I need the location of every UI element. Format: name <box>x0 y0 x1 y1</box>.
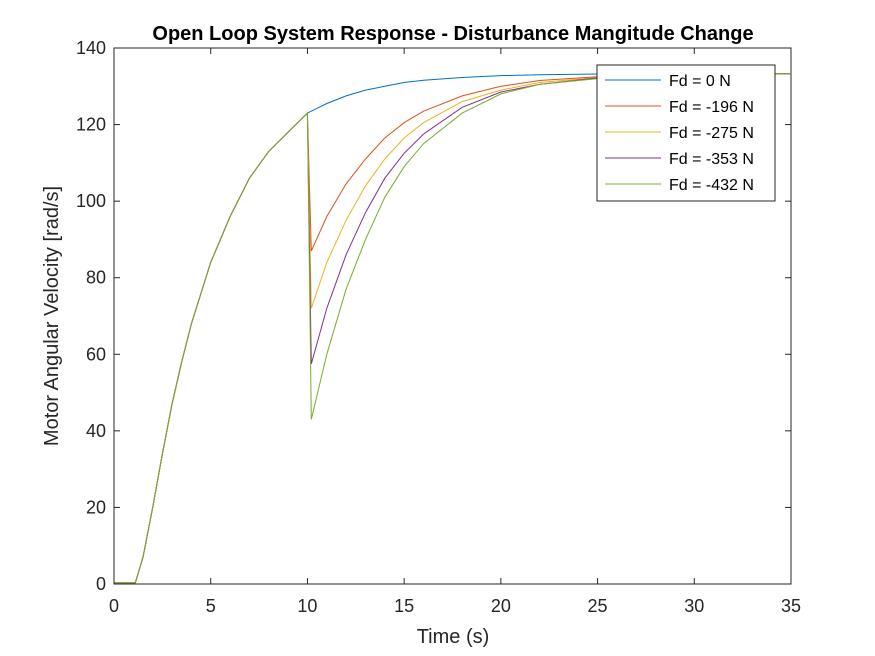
legend-label-5: Fd = -432 N <box>669 177 754 194</box>
x-tick-label: 30 <box>684 596 704 616</box>
legend: Fd = 0 N Fd = -196 N Fd = -275 N Fd = -353 … <box>596 64 776 202</box>
x-tick-label: 0 <box>109 596 119 616</box>
y-tick-label: 60 <box>86 344 106 364</box>
x-tick-label: 5 <box>206 596 216 616</box>
x-tick-label: 35 <box>781 596 801 616</box>
y-tick-label: 120 <box>76 115 106 135</box>
x-axis-label: Time (s) <box>417 626 490 648</box>
legend-label-2: Fd = -196 N <box>669 99 754 116</box>
chart-title: Open Loop System Response - Disturbance … <box>152 23 753 45</box>
y-tick-label: 100 <box>76 191 106 211</box>
y-tick-label: 140 <box>76 38 106 58</box>
y-tick-label: 0 <box>96 574 106 594</box>
x-tick-label: 20 <box>491 596 511 616</box>
legend-box <box>596 64 776 202</box>
legend-label-1: Fd = 0 N <box>669 73 731 90</box>
y-tick-label: 80 <box>86 268 106 288</box>
x-axis: 0 5 10 15 20 25 30 35 <box>109 48 801 616</box>
y-tick-label: 40 <box>86 421 106 441</box>
legend-label-3: Fd = -275 N <box>669 125 754 142</box>
x-tick-label: 10 <box>297 596 317 616</box>
legend-label-4: Fd = -353 N <box>669 151 754 168</box>
x-tick-label: 25 <box>588 596 608 616</box>
x-tick-label: 15 <box>394 596 414 616</box>
series-line-5 <box>114 73 792 584</box>
y-tick-label: 20 <box>86 497 106 517</box>
y-axis-label: Motor Angular Velocity [rad/s] <box>41 186 63 446</box>
y-axis: 0 20 40 60 80 100 120 140 <box>76 38 791 594</box>
series-layer <box>114 73 792 584</box>
